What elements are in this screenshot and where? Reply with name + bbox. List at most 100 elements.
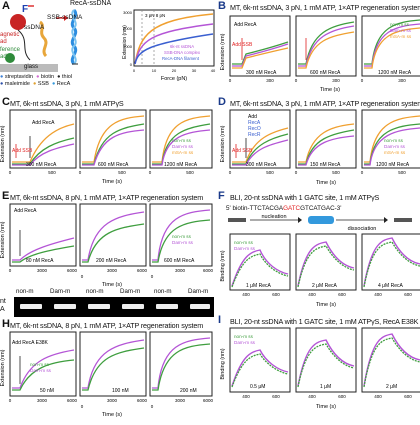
- schematic-bead: ad: [0, 39, 7, 45]
- gel-lane-label: non-m: [86, 288, 104, 295]
- panel-i-xlabel: Time (s): [316, 404, 336, 410]
- panel-c-legend: mSA-m ss: [172, 150, 194, 155]
- header-h: MT, 6k-nt ssDNA, 8 pN, 1 mM ATP, 1×ATP r…: [10, 321, 204, 330]
- panel-c-add-ssb: Add SSB: [12, 148, 33, 154]
- panel-label-a: A: [2, 0, 10, 12]
- header-b: MT, 6k-nt ssDNA, 3 pN, 1 mM ATP, 1×ATP r…: [230, 3, 420, 12]
- panel-e-xlabel: Time (s): [102, 282, 122, 288]
- panel-d-add-recO: RecO: [248, 126, 261, 132]
- panel-f-plots: Binding (nm) non-m ss Dam-m ss 1 μM RecA…: [220, 232, 420, 310]
- panel-h-xtick: 0: [151, 404, 154, 409]
- magnetic-bead-icon: [10, 14, 26, 30]
- panel-d-ylabel: Extension (nm): [220, 125, 226, 162]
- force-ylabel: Extension (nm): [122, 25, 128, 59]
- panel-h-xtick: 6000: [67, 398, 78, 403]
- panel-e-xtick: 0: [81, 274, 84, 279]
- gel-band: [54, 304, 76, 309]
- panel-i-svg: Binding (nm) non-m ss Dam-m ss 0.5 μM 1 …: [220, 327, 420, 410]
- panel-c-add-recA: Add RecA: [32, 120, 55, 126]
- schematic-recA-ssdna: RecA-ssDNA: [70, 0, 112, 7]
- schematic-drawing: F: [0, 4, 78, 72]
- gel-band: [20, 304, 42, 309]
- panel-b-add-ssb: Add SSB: [232, 42, 253, 48]
- panel-c-xtick: 0: [79, 170, 82, 175]
- gel-lane-label: Dam-m: [50, 288, 71, 295]
- panel-b-xtick: 300: [398, 78, 406, 83]
- force-ytick: 1000: [123, 44, 133, 49]
- panel-h-add-recA: Add RecA E38K: [12, 340, 49, 346]
- gel-band: [88, 304, 110, 309]
- panel-d-xtick: 0: [361, 170, 364, 175]
- gel-lane-label: Dam-m: [188, 288, 209, 295]
- panel-h-legend: non-m ss: [30, 362, 50, 367]
- panel-i-plots: Binding (nm) non-m ss Dam-m ss 0.5 μM 1 …: [220, 326, 420, 420]
- legend-biotin: biotin: [40, 74, 55, 80]
- schematic-legend: ● streptavidin ● biotin ● thiol ● maleim…: [0, 74, 112, 87]
- reference-bead-icon: [5, 53, 15, 63]
- force-extension-plot: Extension (nm) Force (pN) 3000 2000 1000…: [118, 8, 218, 88]
- panel-c-sub-label: 1200 nM RecA: [164, 162, 198, 168]
- header-e: MT, 6k-nt ssDNA, 8 pN, 1 mM ATP, 1×ATP r…: [10, 193, 204, 202]
- panel-b-xtick: 300: [266, 78, 274, 83]
- panel-b-add-recA: Add RecA: [234, 22, 257, 28]
- panel-i-legend: non-m ss: [234, 334, 254, 339]
- panel-d-legend: non-m ss: [384, 138, 404, 143]
- ssb-icon: ●: [33, 80, 37, 87]
- thiol-icon: ●: [57, 74, 61, 80]
- panel-i-ylabel: Binding (nm): [220, 348, 226, 379]
- panel-label-c: C: [2, 96, 10, 108]
- panel-d-xtick: 500: [332, 170, 340, 175]
- panel-b-svg: Extension (nm) Add RecA Add SSB 300 nM R…: [220, 15, 420, 93]
- biotin-icon: ●: [36, 74, 40, 80]
- panel-i-xtick: 400: [374, 394, 382, 399]
- panel-d-plots: Extension (nm) Add RecA RecO RecR Add SS…: [220, 108, 420, 190]
- f-sequence-prefix: 5' biotin-TTCTACGA: [226, 205, 284, 212]
- panel-c-legend: non-m ss: [172, 138, 192, 143]
- panel-b-xtick: 300: [332, 78, 340, 83]
- panel-d-xtick: 500: [398, 170, 406, 175]
- panel-b-sub-label: 600 nM RecA: [310, 70, 341, 76]
- panel-c-xtick: 500: [118, 170, 126, 175]
- gel-side-label-2: A: [0, 306, 5, 313]
- panel-f-sub-label: 1 μM RecA: [246, 283, 271, 289]
- panel-f-legend: non-m ss: [234, 240, 254, 245]
- panel-e-xtick: 3000: [37, 268, 48, 273]
- panel-e-sub-label: 600 nM RecA: [164, 258, 195, 264]
- f-nucleation: nucleation: [261, 214, 286, 220]
- panel-h-svg: Extension (nm) Add RecA E38K 50 nM 100 n…: [0, 331, 214, 418]
- panel-f-xtick: 400: [242, 292, 250, 297]
- panel-c-xtick: 500: [186, 170, 194, 175]
- force-legend: SSB-DNA complex: [164, 50, 201, 55]
- panel-f-sub-label: 2 μM RecA: [312, 283, 337, 289]
- panel-d-add: Add: [248, 114, 257, 120]
- panel-e-plots: Extension (nm) Add RecA 80 nM RecA 200 n…: [0, 202, 214, 290]
- panel-c-plots: Extension (nm) Add RecA Add SSB 300 nM R…: [0, 108, 214, 188]
- force-arrow-icon: F: [22, 4, 28, 15]
- force-xtick: 0: [133, 68, 136, 73]
- legend-maleimide: maleimide: [4, 80, 30, 87]
- panel-e-legend: non-m ss: [172, 234, 192, 239]
- panel-i-xtick: 600: [338, 394, 346, 399]
- legend-streptavidin: streptavidin: [4, 74, 33, 80]
- force-xlabel: Force (pN): [161, 76, 187, 82]
- panel-b-legend: Dam-m ss: [390, 28, 412, 33]
- panel-d-svg: Extension (nm) Add RecA RecO RecR Add SS…: [220, 109, 420, 186]
- header-d: MT, 6k-nt ssDNA, 3 pN, 1 mM ATP, 1×ATP r…: [230, 99, 420, 108]
- schematic-glass: glass: [24, 64, 39, 70]
- force-xtick: 10: [152, 68, 157, 73]
- gel-image: [14, 297, 214, 317]
- recA-icon: ●: [51, 80, 56, 87]
- panel-h-xtick: 3000: [37, 398, 48, 403]
- force-xtick: 30: [192, 68, 197, 73]
- panel-d-add-recA: RecA: [248, 120, 261, 126]
- panel-d-sub-label: 300 nM RecA: [246, 162, 277, 168]
- panel-c-xtick: 500: [48, 170, 56, 175]
- header-c: MT, 6k-nt ssDNA, 3 pN, 1 mM ATPγS: [10, 99, 124, 108]
- force-ytick: 0: [130, 62, 133, 67]
- glass-surface: [0, 64, 58, 72]
- panel-d-add-ssb: Add SSB: [232, 148, 253, 154]
- panel-d-xtick: 0: [229, 170, 232, 175]
- force-annotation: 3 pN 8 pN: [145, 13, 165, 18]
- panel-d-legend: mSA-m ss: [384, 150, 406, 155]
- panel-f-ylabel: Binding (nm): [220, 250, 226, 281]
